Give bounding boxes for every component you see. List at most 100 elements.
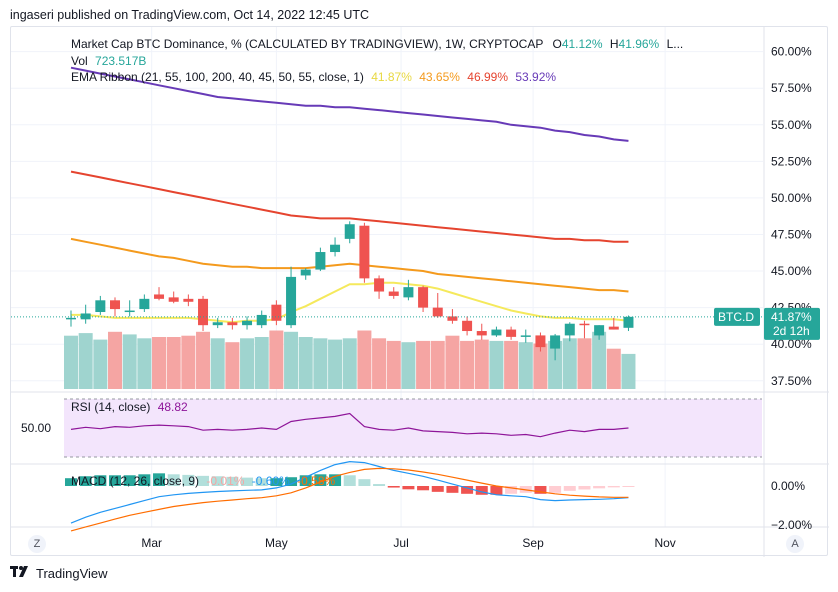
volume-bar bbox=[210, 338, 225, 389]
macd-histogram-bar bbox=[314, 474, 327, 486]
macd-signal-line bbox=[70, 467, 629, 532]
volume-bar bbox=[372, 338, 387, 389]
ema-line-2 bbox=[70, 237, 629, 293]
chart-frame[interactable]: 60.00% 57.50% 55.00% 52.50% 50.00% 47.50% 45.0… bbox=[10, 26, 829, 557]
y-tick-label: 50.00% bbox=[771, 191, 812, 205]
macd-y-tick-label: 0.00% bbox=[771, 479, 805, 493]
candle-body bbox=[432, 307, 443, 317]
volume-bar bbox=[78, 333, 93, 389]
candle bbox=[212, 317, 223, 329]
volume-bar bbox=[430, 340, 445, 389]
vol-legend: Vol 723.517B bbox=[71, 54, 146, 68]
candle-body bbox=[476, 331, 487, 336]
macd-histogram-bar bbox=[593, 486, 606, 489]
macd-histogram-bar bbox=[358, 479, 371, 486]
volume-bar bbox=[225, 342, 240, 389]
macd-histogram-bar bbox=[417, 486, 430, 491]
volume-bar bbox=[533, 343, 548, 389]
rsi-band bbox=[64, 399, 762, 457]
tradingview-logo-icon[interactable] bbox=[10, 566, 32, 581]
macd-histogram-bar bbox=[299, 475, 312, 486]
auto-scale-left-button[interactable]: Z bbox=[28, 535, 46, 553]
y-tick-label: 52.50% bbox=[771, 154, 812, 168]
high-label: H bbox=[609, 37, 619, 51]
x-tick-label: Mar bbox=[141, 536, 162, 550]
candle-body bbox=[579, 323, 590, 326]
candle bbox=[242, 316, 253, 330]
auto-scale-right-button[interactable]: A bbox=[786, 535, 804, 553]
candle bbox=[403, 279, 414, 301]
price-badge-countdown: 2d 12h bbox=[773, 324, 810, 338]
candle bbox=[256, 310, 267, 329]
macd-histogram-bar bbox=[534, 486, 547, 494]
macd-histogram-bar bbox=[197, 475, 210, 486]
volume-bar bbox=[621, 353, 636, 389]
x-tick-label: Sep bbox=[522, 536, 544, 550]
candle bbox=[491, 326, 502, 337]
x-tick-label: Jul bbox=[393, 536, 408, 550]
y-tick-label: 45.00% bbox=[771, 264, 812, 278]
volume-bar bbox=[254, 337, 269, 389]
volume-bar bbox=[474, 339, 489, 389]
candle-body bbox=[183, 298, 194, 302]
macd-histogram-bar bbox=[182, 474, 195, 486]
candle bbox=[506, 326, 517, 340]
volume-bar bbox=[489, 340, 504, 389]
candle bbox=[110, 297, 121, 317]
macd-line bbox=[70, 460, 629, 524]
candle-body bbox=[344, 224, 355, 239]
macd-histogram-bar bbox=[475, 486, 488, 495]
footer-brand[interactable]: TradingView bbox=[36, 566, 108, 581]
candle bbox=[286, 266, 297, 329]
candle-body bbox=[608, 326, 619, 330]
candle bbox=[271, 300, 282, 326]
volume-bar bbox=[416, 340, 431, 389]
main-title: Market Cap BTC Dominance, % (CALCULATED … bbox=[71, 37, 544, 51]
candle bbox=[374, 275, 385, 299]
candle bbox=[227, 317, 238, 330]
candle bbox=[535, 332, 546, 352]
macd-histogram-bar bbox=[446, 486, 459, 493]
candle-body bbox=[315, 252, 326, 270]
volume-bar bbox=[328, 339, 343, 389]
candle bbox=[139, 294, 150, 313]
candle bbox=[418, 285, 429, 313]
ema-line-1 bbox=[71, 281, 629, 324]
macd-histogram-bar bbox=[373, 484, 386, 486]
main-legend: Market Cap BTC Dominance, % (CALCULATED … bbox=[71, 37, 683, 51]
volume-bar bbox=[240, 338, 255, 389]
candle bbox=[623, 315, 634, 332]
macd-histogram-bar bbox=[431, 486, 444, 492]
macd-histogram-bar bbox=[109, 475, 122, 486]
candle bbox=[594, 325, 605, 340]
y-tick-label: 40.00% bbox=[771, 337, 812, 351]
candle-body bbox=[242, 320, 253, 326]
candle-body bbox=[594, 325, 605, 336]
macd-histogram-bar bbox=[226, 476, 239, 486]
candle bbox=[520, 329, 531, 343]
ema-line-3 bbox=[70, 170, 629, 243]
rsi-label: RSI (14, close) bbox=[71, 400, 151, 414]
chart-canvas[interactable]: 60.00% 57.50% 55.00% 52.50% 50.00% 47.50% 45.0… bbox=[11, 27, 829, 557]
candle bbox=[154, 287, 165, 301]
macd-histogram-bar bbox=[329, 474, 342, 486]
price-badge-value: 41.87% bbox=[771, 310, 812, 324]
macd-histogram-bar bbox=[255, 478, 268, 486]
candle bbox=[476, 323, 487, 340]
candle bbox=[608, 317, 619, 330]
volume-bar bbox=[606, 348, 621, 389]
macd-histogram-bar bbox=[578, 486, 591, 490]
open-label: O bbox=[552, 37, 562, 51]
macd-histogram-bar bbox=[65, 478, 77, 486]
candle-body bbox=[256, 314, 267, 326]
macd-histogram-bar bbox=[241, 477, 254, 486]
y-tick-label: 57.50% bbox=[771, 81, 812, 95]
macd-hist-value: -0.01% bbox=[206, 474, 245, 488]
candle-body bbox=[154, 294, 165, 299]
macd-histogram-bar bbox=[343, 475, 356, 486]
price-badge bbox=[764, 307, 820, 340]
candle-body bbox=[168, 297, 179, 302]
candle bbox=[330, 237, 341, 257]
more-values[interactable]: L... bbox=[666, 37, 684, 51]
macd-y-tick-label: −2.00% bbox=[771, 518, 812, 532]
